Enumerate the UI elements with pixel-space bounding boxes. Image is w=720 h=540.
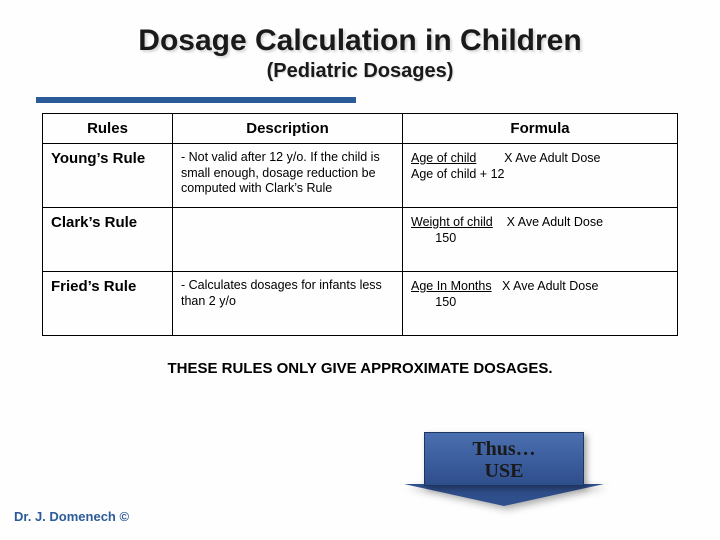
- arrow-callout: Thus… USE: [404, 432, 604, 506]
- rule-formula: Weight of child X Ave Adult Dose 150: [403, 208, 678, 272]
- formula-denominator: Age of child + 12: [411, 167, 504, 181]
- arrow-line2: USE: [485, 460, 524, 482]
- formula-denominator: 150: [411, 231, 456, 245]
- rule-description: [173, 208, 403, 272]
- formula-numerator: Age of child: [411, 151, 476, 165]
- arrow-line1: Thus…: [472, 438, 535, 460]
- col-header-description: Description: [173, 114, 403, 144]
- footer-credit: Dr. J. Domenech ©: [14, 509, 129, 524]
- table-row: Fried’s Rule - Calculates dosages for in…: [43, 272, 678, 336]
- page-title: Dosage Calculation in Children: [0, 0, 720, 58]
- page-subtitle: (Pediatric Dosages): [0, 60, 720, 83]
- formula-denominator: 150: [411, 295, 456, 309]
- rule-name: Young’s Rule: [43, 144, 173, 208]
- table-header-row: Rules Description Formula: [43, 114, 678, 144]
- table-row: Young’s Rule - Not valid after 12 y/o. I…: [43, 144, 678, 208]
- dosage-rules-table: Rules Description Formula Young’s Rule -…: [42, 113, 678, 336]
- col-header-formula: Formula: [403, 114, 678, 144]
- col-header-rules: Rules: [43, 114, 173, 144]
- arrow-tip-shape: [404, 484, 604, 506]
- formula-mult: X Ave Adult Dose: [502, 279, 598, 293]
- rule-formula: Age of child X Ave Adult Dose Age of chi…: [403, 144, 678, 208]
- rule-description: - Calculates dosages for infants less th…: [173, 272, 403, 336]
- arrow-text: Thus… USE: [424, 438, 584, 482]
- rule-description: - Not valid after 12 y/o. If the child i…: [173, 144, 403, 208]
- formula-numerator: Weight of child: [411, 215, 493, 229]
- formula-mult: X Ave Adult Dose: [504, 151, 600, 165]
- rule-formula: Age In Months X Ave Adult Dose 150: [403, 272, 678, 336]
- formula-mult: X Ave Adult Dose: [507, 215, 603, 229]
- divider-bar: [36, 97, 356, 103]
- table-row: Clark’s Rule Weight of child X Ave Adult…: [43, 208, 678, 272]
- rule-name: Clark’s Rule: [43, 208, 173, 272]
- approximate-note: THESE RULES ONLY GIVE APPROXIMATE DOSAGE…: [0, 360, 720, 377]
- rule-name: Fried’s Rule: [43, 272, 173, 336]
- formula-numerator: Age In Months: [411, 279, 492, 293]
